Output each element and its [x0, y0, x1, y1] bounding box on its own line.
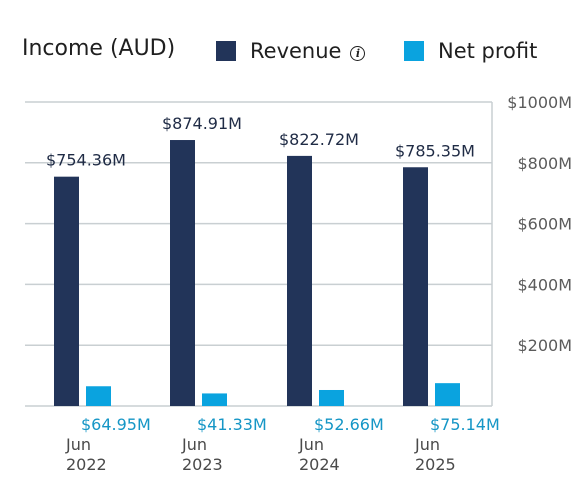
legend-revenue: Revenue i	[216, 36, 366, 66]
x-tick-label-month: Jun	[181, 435, 207, 454]
revenue-value-label: $785.35M	[395, 141, 475, 160]
x-tick-label-year: 2023	[182, 455, 223, 474]
net-profit-bar	[435, 383, 460, 406]
revenue-value-label: $874.91M	[162, 114, 242, 133]
legend-net-profit: Net profit	[404, 36, 537, 66]
net-profit-value-label: $75.14M	[430, 415, 500, 434]
chart-title: Income (AUD)	[22, 36, 176, 61]
legend-revenue-swatch	[216, 41, 236, 61]
legend-revenue-label: Revenue	[250, 39, 342, 63]
net-profit-value-label: $52.66M	[314, 415, 384, 434]
x-tick-label-month: Jun	[414, 435, 440, 454]
revenue-bar	[287, 155, 312, 406]
legend-net-profit-label: Net profit	[438, 39, 538, 63]
y-tick-label: $1000M	[507, 93, 572, 112]
x-tick-label-year: 2024	[299, 455, 340, 474]
net-profit-bar	[319, 389, 344, 406]
x-tick-label-year: 2025	[415, 455, 456, 474]
chart-header: Income (AUD) Revenue i Net profit	[0, 0, 583, 90]
x-tick-label-year: 2022	[66, 455, 107, 474]
net-profit-bar	[202, 393, 227, 406]
info-icon[interactable]: i	[350, 45, 366, 61]
y-tick-label: $800M	[517, 154, 572, 173]
revenue-bar	[403, 167, 428, 406]
y-tick-label: $200M	[517, 336, 572, 355]
y-tick-label: $600M	[517, 215, 572, 234]
revenue-value-label: $822.72M	[279, 130, 359, 149]
net-profit-value-label: $64.95M	[81, 415, 151, 434]
revenue-value-label: $754.36M	[46, 151, 126, 170]
x-tick-label-month: Jun	[298, 435, 324, 454]
net-profit-bar	[86, 386, 111, 406]
legend-net-profit-swatch	[404, 41, 424, 61]
y-tick-label: $400M	[517, 275, 572, 294]
x-tick-label-month: Jun	[65, 435, 91, 454]
revenue-bar	[170, 140, 195, 407]
revenue-bar	[54, 176, 79, 406]
net-profit-value-label: $41.33M	[197, 415, 267, 434]
